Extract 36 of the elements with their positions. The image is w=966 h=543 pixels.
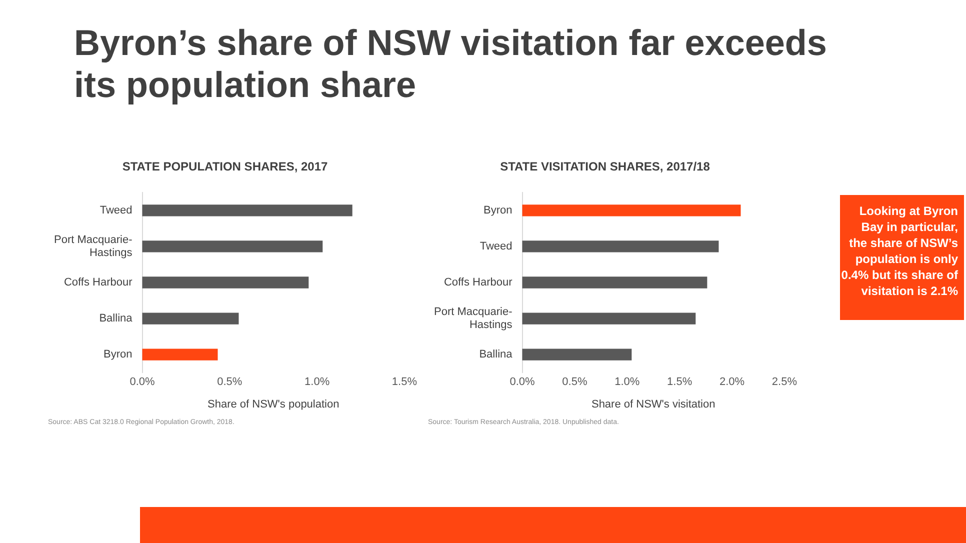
y-tick-label: Port Macquarie-Hastings	[54, 234, 133, 260]
y-tick-label: Tweed	[100, 204, 132, 216]
x-tick-label: 1.0%	[304, 376, 330, 388]
x-tick-label: 1.5%	[392, 376, 418, 388]
x-tick-label: 0.5%	[217, 376, 242, 388]
bar	[522, 348, 632, 360]
chart-title: STATE POPULATION SHARES, 2017	[122, 160, 328, 174]
bar	[142, 312, 239, 324]
x-tick-label: 0.5%	[562, 376, 588, 388]
y-tick-label: Tweed	[480, 240, 512, 252]
y-tick-label: Byron	[104, 348, 132, 361]
bar	[522, 240, 719, 252]
y-tick-label: Ballina	[99, 312, 134, 325]
x-tick-label: 0.0%	[130, 376, 156, 388]
x-axis-title: Share of NSW's population	[207, 398, 340, 410]
chart-title: STATE VISITATION SHARES, 2017/18	[500, 160, 710, 174]
bar	[142, 240, 323, 252]
x-tick-label: 1.5%	[667, 376, 692, 388]
bar	[522, 276, 708, 288]
y-tick-label: Port Macquarie-Hastings	[434, 306, 513, 332]
bar	[522, 312, 696, 324]
bar	[522, 204, 741, 216]
y-tick-label: Byron	[484, 204, 512, 216]
x-tick-label: 0.0%	[510, 376, 536, 388]
y-tick-label: Ballina	[479, 348, 514, 361]
text: Byron’s share of NSW visitation far exceeds its population share	[74, 22, 828, 106]
x-tick-label: 2.0%	[719, 376, 745, 388]
bar	[142, 276, 309, 288]
y-tick-label: Coffs Harbour	[64, 276, 133, 289]
x-tick-label: 1.0%	[614, 376, 640, 388]
x-tick-label: 2.5%	[772, 376, 798, 388]
bar	[142, 348, 218, 360]
bar	[142, 204, 352, 216]
text: Looking at Byron Bay in particular, the share of NSW’s population is only 0.4% but its share of visitation is 2.1%	[840, 203, 958, 299]
x-axis-title: Share of NSW's visitation	[591, 398, 716, 410]
y-tick-label: Coffs Harbour	[444, 276, 513, 289]
